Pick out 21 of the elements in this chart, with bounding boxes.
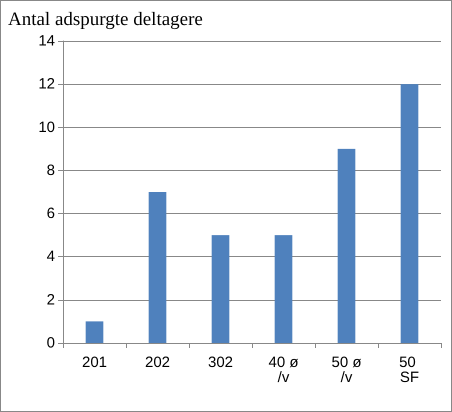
y-tick-label: 4 [46,248,55,266]
y-tick-label: 8 [46,162,55,179]
bar [400,84,418,343]
y-tick-label: 2 [46,291,55,308]
bar [86,321,104,343]
y-tick-label: 6 [46,205,55,222]
x-tick-label: 201 [82,354,108,371]
y-tick-label: 10 [38,118,55,136]
bar [338,148,356,343]
bar [274,235,292,343]
y-tick-label: 0 [46,334,55,352]
chart-title: Antal adspurgte deltagere [8,9,203,30]
x-tick-label: 50 ø/v [331,354,362,386]
y-tick-label: 12 [38,76,55,93]
y-tick-label: 14 [38,32,55,50]
x-tick-label: 50 SF [399,354,420,386]
bar [148,192,166,343]
x-tick-label: 302 [208,354,234,371]
x-tick-label: 202 [144,354,170,371]
x-tick-label: 40 ø/v [268,354,299,386]
bar [212,235,230,343]
